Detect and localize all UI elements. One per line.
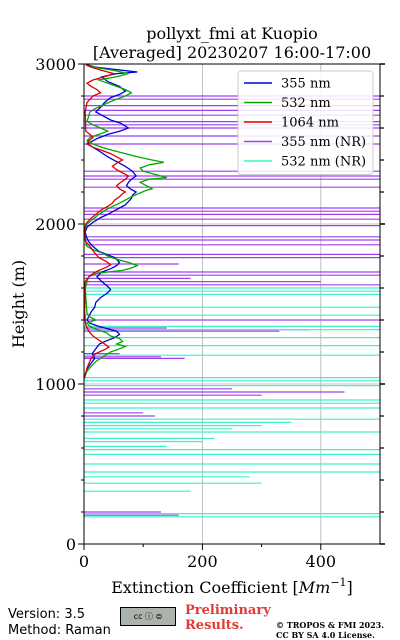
- chart-subtitle: [Averaged] 20230207 16:00-17:00: [93, 43, 371, 62]
- x-axis-label-text: Extinction Coefficient [: [111, 578, 299, 597]
- y-tick-label: 1000: [35, 375, 76, 394]
- series-1064-nm: [83, 64, 130, 380]
- plot-frame: [83, 63, 381, 545]
- copyright-notice: © TROPOS & FMI 2023. CC BY SA 4.0 Licens…: [276, 620, 384, 640]
- y-tick-label: 3000: [35, 55, 76, 74]
- legend-entry: 355 nm (NR): [281, 135, 366, 150]
- preliminary-notice: Preliminary Results.: [185, 603, 271, 633]
- series-532-nm-nr: [84, 287, 380, 518]
- y-tick-label: 2000: [35, 215, 76, 234]
- x-axis-label: Extinction Coefficient [Mm−1]: [111, 576, 353, 597]
- x-tick-label: 400: [306, 552, 337, 571]
- y-axis-label: Height (m): [9, 260, 28, 348]
- copyright-line-2: CC BY SA 4.0 License.: [276, 630, 375, 640]
- legend-entry: 532 nm: [281, 96, 331, 111]
- method-text: Method: Raman: [8, 623, 111, 638]
- legend-entry: 532 nm (NR): [281, 155, 366, 170]
- far-range-series-group: [83, 64, 168, 380]
- x-axis-unit-exponent: −1: [330, 576, 346, 589]
- version-info: Version: 3.5 Method: Raman: [8, 607, 111, 639]
- series-355-nm: [83, 64, 138, 380]
- x-axis-unit: Mm: [298, 578, 331, 597]
- axis-ticks: [78, 63, 385, 550]
- version-text: Version: 3.5: [8, 607, 85, 622]
- x-tick-label: 0: [79, 552, 89, 571]
- axis-tick-labels: 0 200 400 0 1000 2000 3000: [35, 55, 336, 571]
- legend-box: [237, 70, 374, 175]
- legend: 355 nm 532 nm 1064 nm 355 nm (NR) 532 nm (NR…: [237, 70, 374, 175]
- series-532-nm: [83, 64, 168, 380]
- y-tick-label: 0: [66, 535, 76, 554]
- preliminary-line-2: Results.: [185, 618, 244, 633]
- legend-entry: 1064 nm: [281, 116, 339, 131]
- copyright-line-1: © TROPOS & FMI 2023.: [276, 620, 385, 630]
- x-tick-label: 200: [187, 552, 218, 571]
- x-axis-label-close: ]: [347, 578, 353, 597]
- preliminary-line-1: Preliminary: [185, 603, 271, 618]
- legend-entry: 355 nm: [281, 77, 331, 92]
- chart-title: pollyxt_fmi at Kuopio: [146, 24, 317, 43]
- cc-license-badge: cc ⓘ ⊜: [120, 607, 176, 626]
